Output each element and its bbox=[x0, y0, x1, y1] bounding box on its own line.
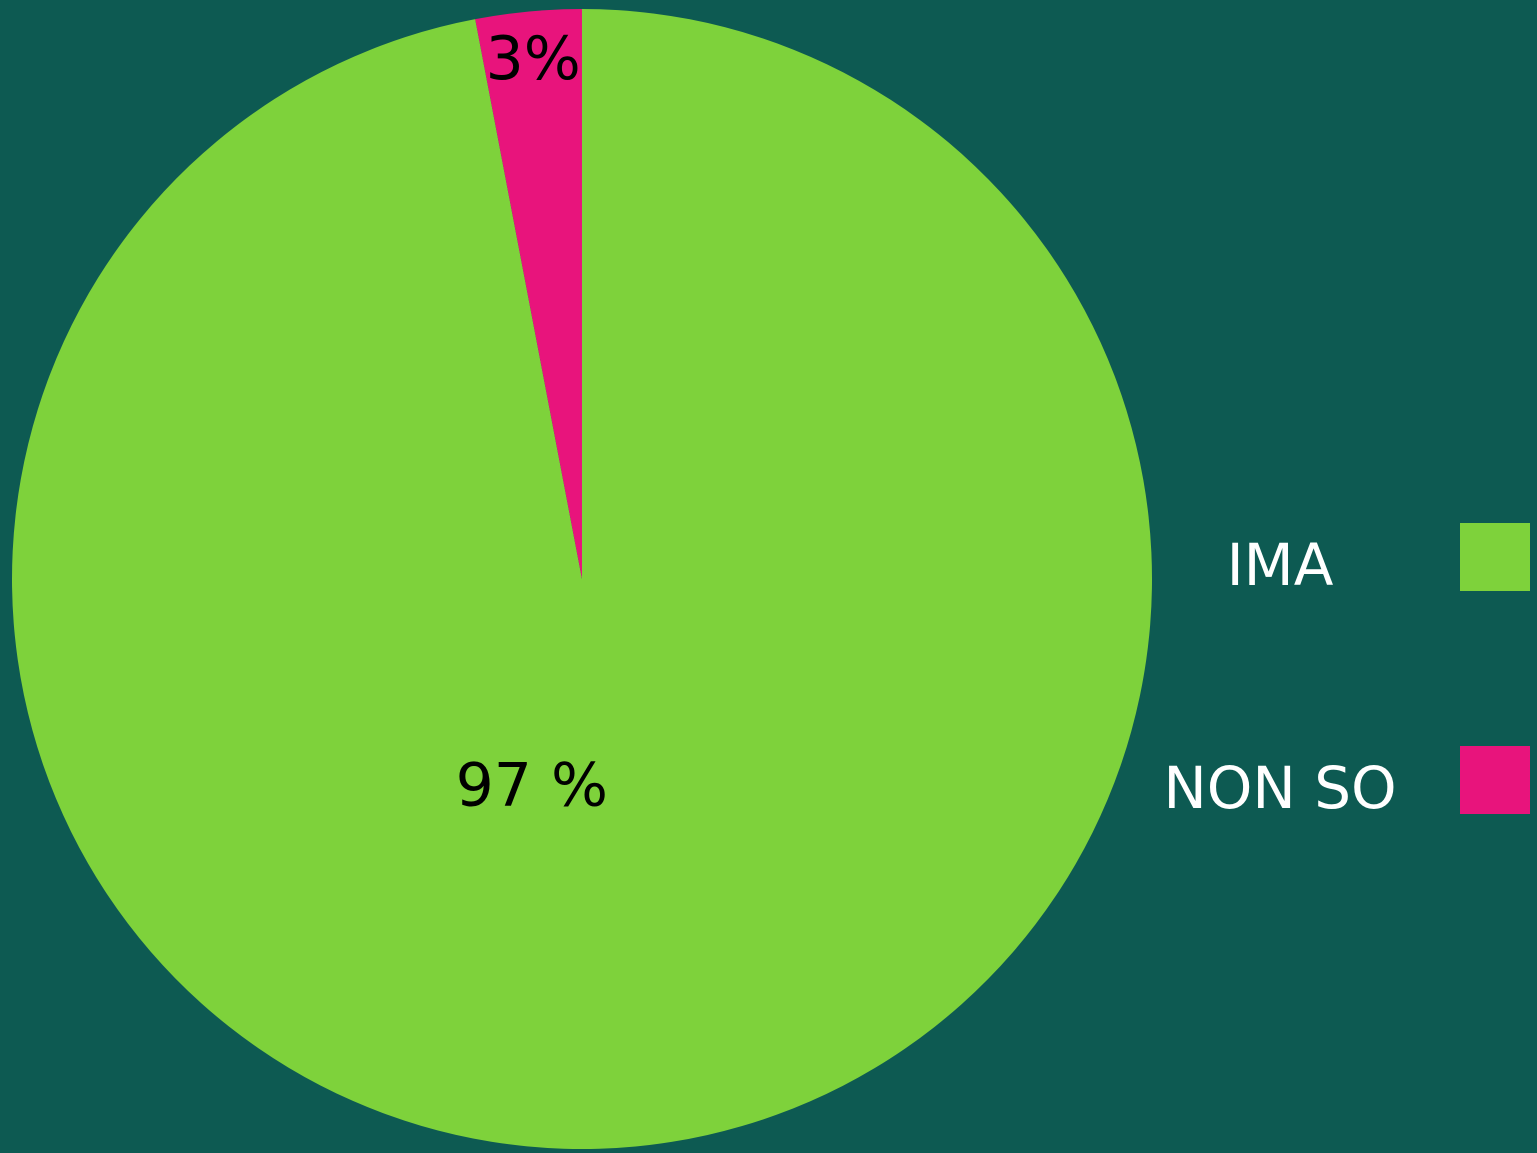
slice-label: 3% bbox=[486, 24, 581, 94]
legend-swatch bbox=[1460, 523, 1530, 591]
pie-slice bbox=[11, 9, 1152, 1149]
legend-label: NON SO bbox=[1163, 754, 1396, 822]
slice-label: 97 % bbox=[456, 751, 608, 821]
pie-slice bbox=[475, 9, 582, 579]
legend-swatch bbox=[1460, 746, 1530, 814]
legend-label: IMA bbox=[1227, 531, 1334, 599]
